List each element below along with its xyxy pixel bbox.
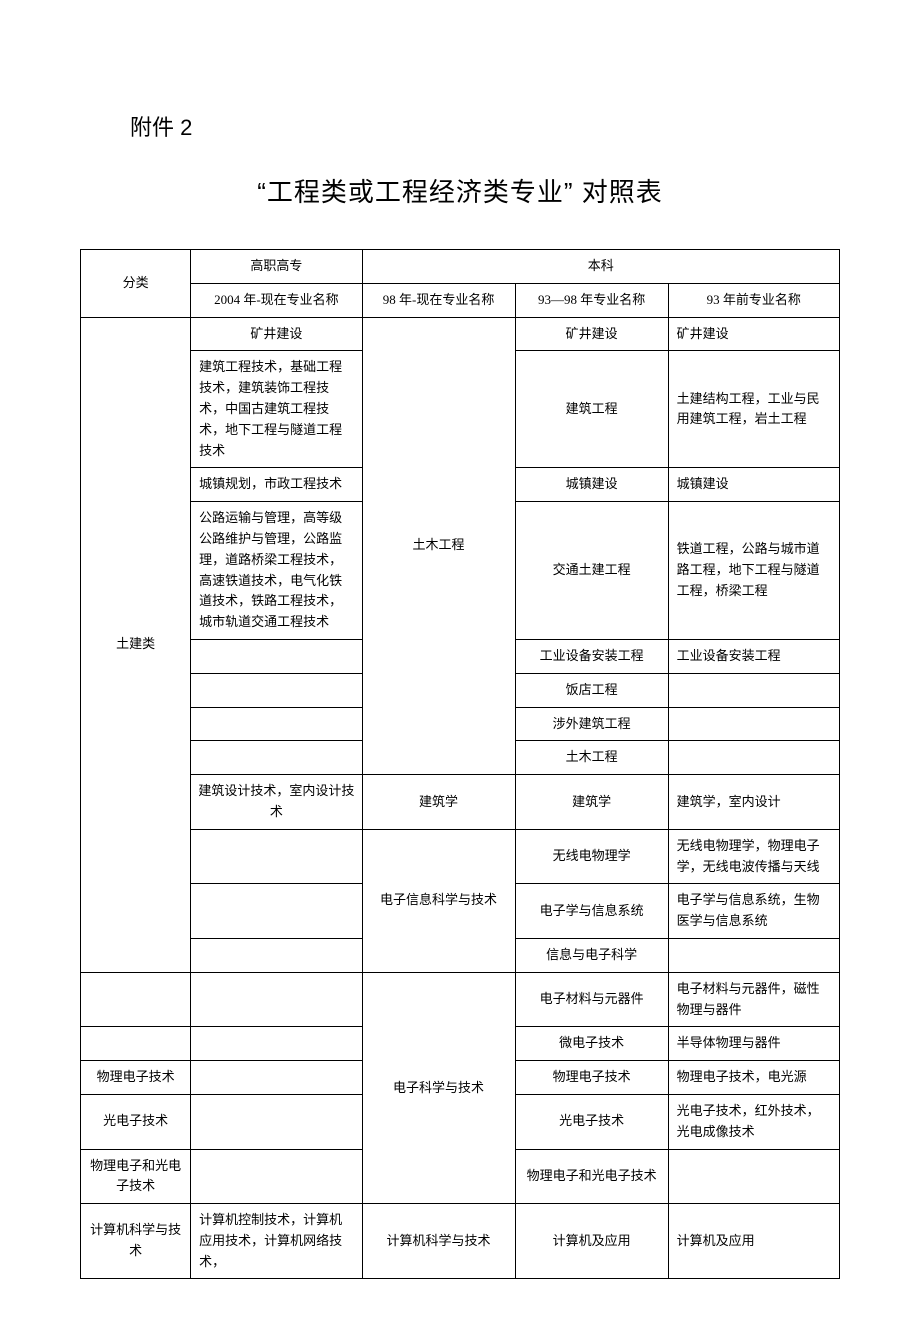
cell-b2: 微电子技术 [515, 1027, 668, 1061]
cell-b2: 无线电物理学 [515, 829, 668, 884]
cell-voc: 建筑设计技术，室内设计技术 [191, 775, 362, 830]
cell-category-opto-elec: 光电子技术 [81, 1094, 191, 1149]
cell-b3: 土建结构工程，工业与民用建筑工程，岩土工程 [668, 351, 839, 468]
cell-b1-cs: 计算机科学与技术 [362, 1204, 515, 1279]
cell-b2: 物理电子技术 [515, 1061, 668, 1095]
cell-b2: 建筑学 [515, 775, 668, 830]
cell-voc [191, 707, 362, 741]
table-row: 建筑设计技术，室内设计技术 建筑学 建筑学 建筑学，室内设计 [81, 775, 840, 830]
cell-category-cs: 计算机科学与技术 [81, 1204, 191, 1279]
cell-b2: 涉外建筑工程 [515, 707, 668, 741]
cell-category-tujian: 土建类 [81, 317, 191, 972]
header-vocational-sub: 2004 年-现在专业名称 [191, 283, 362, 317]
comparison-table: 分类 高职高专 本科 2004 年-现在专业名称 98 年-现在专业名称 93—… [80, 249, 840, 1279]
cell-voc [191, 972, 362, 1027]
page-title: “工程类或工程经济类专业” 对照表 [80, 172, 840, 209]
header-undergrad: 本科 [362, 250, 839, 284]
cell-b1-einfo: 电子信息科学与技术 [362, 829, 515, 972]
cell-b3: 光电子技术，红外技术，光电成像技术 [668, 1094, 839, 1149]
cell-b3 [668, 938, 839, 972]
cell-voc [191, 741, 362, 775]
header-b93-98: 93—98 年专业名称 [515, 283, 668, 317]
cell-b2: 工业设备安装工程 [515, 639, 668, 673]
table-row: 电子科学与技术 电子材料与元器件 电子材料与元器件，磁性物理与器件 [81, 972, 840, 1027]
cell-b2: 电子材料与元器件 [515, 972, 668, 1027]
cell-b2: 电子学与信息系统 [515, 884, 668, 939]
cell-voc [191, 1027, 362, 1061]
cell-voc [191, 673, 362, 707]
cell-b1-esci: 电子科学与技术 [362, 972, 515, 1203]
cell-voc [191, 884, 362, 939]
table-row: 电子信息科学与技术 无线电物理学 无线电物理学，物理电子学，无线电波传播与天线 [81, 829, 840, 884]
cell-b3: 城镇建设 [668, 468, 839, 502]
cell-b3 [668, 741, 839, 775]
header-category: 分类 [81, 250, 191, 318]
cell-b3: 电子材料与元器件，磁性物理与器件 [668, 972, 839, 1027]
header-vocational: 高职高专 [191, 250, 362, 284]
cell-voc [191, 639, 362, 673]
cell-b3: 计算机及应用 [668, 1204, 839, 1279]
header-b98-now: 98 年-现在专业名称 [362, 283, 515, 317]
cell-voc: 计算机控制技术，计算机应用技术，计算机网络技术， [191, 1204, 362, 1279]
cell-b2: 计算机及应用 [515, 1204, 668, 1279]
cell-b3: 工业设备安装工程 [668, 639, 839, 673]
cell-b2: 光电子技术 [515, 1094, 668, 1149]
cell-category-empty [81, 1027, 191, 1061]
cell-voc [191, 1094, 362, 1149]
attachment-label: 附件 2 [130, 110, 840, 142]
cell-b3: 铁道工程，公路与城市道路工程，地下工程与隧道工程，桥梁工程 [668, 502, 839, 640]
cell-b2: 土木工程 [515, 741, 668, 775]
table-row: 计算机科学与技术 计算机控制技术，计算机应用技术，计算机网络技术， 计算机科学与… [81, 1204, 840, 1279]
cell-b3: 半导体物理与器件 [668, 1027, 839, 1061]
cell-voc [191, 1149, 362, 1204]
cell-voc: 建筑工程技术，基础工程技术，建筑装饰工程技术，中国古建筑工程技术，地下工程与隧道… [191, 351, 362, 468]
cell-b1-civil: 土木工程 [362, 317, 515, 775]
cell-b2: 信息与电子科学 [515, 938, 668, 972]
table-row: 土建类 矿井建设 土木工程 矿井建设 矿井建设 [81, 317, 840, 351]
cell-b3: 建筑学，室内设计 [668, 775, 839, 830]
cell-b3: 物理电子技术，电光源 [668, 1061, 839, 1095]
cell-b2: 物理电子和光电子技术 [515, 1149, 668, 1204]
document-page: 附件 2 “工程类或工程经济类专业” 对照表 分类 高职高专 本科 2004 年… [0, 0, 920, 1339]
cell-b3: 电子学与信息系统，生物医学与信息系统 [668, 884, 839, 939]
cell-b3: 无线电物理学，物理电子学，无线电波传播与天线 [668, 829, 839, 884]
cell-b2: 交通土建工程 [515, 502, 668, 640]
cell-b3: 矿井建设 [668, 317, 839, 351]
cell-b2: 饭店工程 [515, 673, 668, 707]
cell-category-phys-opto-elec: 物理电子和光电子技术 [81, 1149, 191, 1204]
cell-b3 [668, 673, 839, 707]
cell-b2: 城镇建设 [515, 468, 668, 502]
cell-b2: 建筑工程 [515, 351, 668, 468]
cell-category-empty [81, 972, 191, 1027]
cell-voc [191, 938, 362, 972]
cell-b1-arch: 建筑学 [362, 775, 515, 830]
cell-b2: 矿井建设 [515, 317, 668, 351]
cell-voc [191, 829, 362, 884]
header-b-pre93: 93 年前专业名称 [668, 283, 839, 317]
cell-voc [191, 1061, 362, 1095]
cell-voc: 公路运输与管理，高等级公路维护与管理，公路监理，道路桥梁工程技术，高速铁道技术，… [191, 502, 362, 640]
table-header-row-2: 2004 年-现在专业名称 98 年-现在专业名称 93—98 年专业名称 93… [81, 283, 840, 317]
cell-voc: 矿井建设 [191, 317, 362, 351]
cell-category-phys-elec: 物理电子技术 [81, 1061, 191, 1095]
cell-voc: 城镇规划，市政工程技术 [191, 468, 362, 502]
cell-b3 [668, 1149, 839, 1204]
cell-b3 [668, 707, 839, 741]
table-header-row-1: 分类 高职高专 本科 [81, 250, 840, 284]
